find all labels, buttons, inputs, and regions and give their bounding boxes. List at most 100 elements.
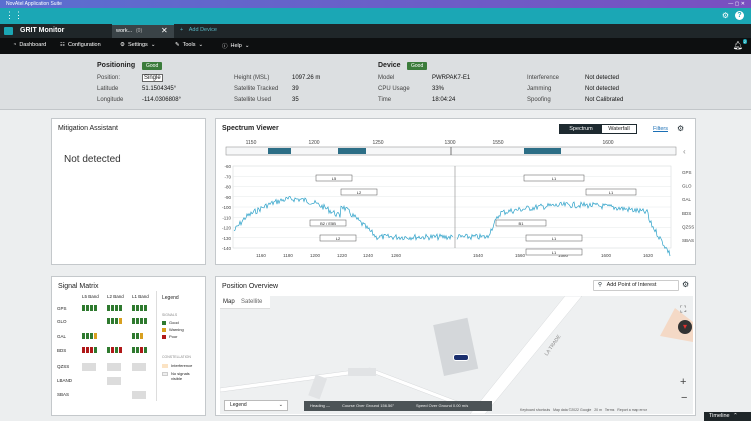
- band-header: L1 Band: [132, 294, 149, 299]
- map-building-3: [348, 368, 376, 376]
- signal-cell: [82, 347, 85, 353]
- compass-icon[interactable]: ▾: [678, 320, 692, 334]
- dashboard-icon: ◔: [13, 42, 17, 48]
- signal-cell: [115, 347, 118, 353]
- map-view[interactable]: LA TRADE Map Satellite ⛶ ▾ + − Legend ⌄ …: [220, 296, 693, 414]
- signal-cell: [90, 347, 93, 353]
- zoom-out-icon[interactable]: −: [681, 392, 688, 404]
- satellite-tab[interactable]: Satellite: [241, 299, 263, 305]
- mitigation-title: Mitigation Assistant: [58, 125, 118, 132]
- zoom-in-icon[interactable]: +: [680, 376, 687, 388]
- configuration-icon: ☷: [60, 42, 65, 48]
- signal-cell: [140, 318, 143, 324]
- signal-cell: [111, 318, 114, 324]
- signal-matrix-panel: Signal Matrix L5 Band L2 Band L1 Band GPS GL…: [51, 276, 206, 416]
- legend-select-value: Legend: [230, 402, 247, 408]
- signal-cell: [144, 347, 147, 353]
- signal-cell: [90, 305, 93, 311]
- positioning-status-badge: Good: [142, 62, 163, 70]
- terms-link[interactable]: Terms: [604, 408, 615, 412]
- device-status-badge: Good: [407, 62, 428, 70]
- map-type-tabs: Map Satellite: [220, 296, 270, 309]
- add-device-button[interactable]: + Add Device: [180, 27, 217, 33]
- signal-cell: [107, 305, 110, 311]
- signal-cell: [136, 333, 139, 339]
- time-value: 18:04:24: [432, 97, 456, 103]
- model-label: Model: [378, 75, 395, 81]
- y-tick-label: -90: [224, 195, 231, 200]
- legend-item-label: Warning: [169, 327, 184, 332]
- signal-cell: [140, 305, 143, 311]
- signal-row-label: GPS: [57, 306, 67, 311]
- menu-tools-label: Tools: [182, 42, 196, 48]
- settings-gear-icon[interactable]: ⚙: [721, 11, 729, 20]
- band-label-box: [309, 219, 347, 227]
- position-value: Single: [142, 74, 163, 82]
- overview-scroll-icon: ‹: [683, 147, 686, 156]
- spectrum-viewer-panel: Spectrum Viewer Spectrum Waterfall Filte…: [215, 118, 696, 265]
- menu-settings[interactable]: ⚙ Settings ⌄: [120, 42, 155, 48]
- x-tick-label: 1200: [310, 253, 321, 258]
- band-label-box: [525, 248, 583, 256]
- timeline-button[interactable]: Timeline ⌃: [704, 412, 751, 421]
- menu-tools[interactable]: ✎ Tools ⌄: [175, 42, 203, 48]
- band-label-box: [585, 188, 637, 196]
- tab-spectrum[interactable]: Spectrum: [560, 125, 602, 133]
- menu-dashboard-label: Dashboard: [19, 42, 47, 48]
- help-icon[interactable]: ?: [735, 11, 744, 20]
- signal-cell: [132, 305, 135, 311]
- chevron-down-icon: ⌄: [198, 42, 204, 48]
- tab-waterfall[interactable]: Waterfall: [608, 126, 630, 132]
- signal-cell: [136, 318, 139, 324]
- signal-cell: [115, 305, 118, 311]
- map-canvas: LA TRADE: [220, 296, 693, 414]
- constellation-row-label: GAL: [682, 197, 692, 202]
- overview-tick-label: 1200: [308, 140, 319, 146]
- os-title: NovAtel Application Suite: [6, 1, 62, 7]
- map-tab[interactable]: Map: [223, 299, 235, 305]
- signal-cell: [94, 333, 97, 339]
- signal-cell: [90, 333, 93, 339]
- constellation-row-label: GPS: [682, 170, 692, 175]
- spectrum-settings-gear-icon[interactable]: ⚙: [677, 124, 685, 133]
- scale-text: 20 m: [594, 408, 602, 412]
- position-settings-gear-icon[interactable]: ⚙: [682, 280, 690, 289]
- legend-item-label: Poor: [169, 334, 178, 339]
- menu-configuration[interactable]: ☷ Configuration: [60, 42, 101, 48]
- signal-cell: [111, 347, 114, 353]
- fullscreen-icon[interactable]: ⛶: [680, 304, 687, 314]
- y-tick-label: -110: [222, 215, 231, 220]
- latitude-label: Latitude: [97, 86, 119, 92]
- add-poi-label: Add Point of Interest: [606, 282, 657, 288]
- tab-workspace[interactable]: work... (0): [112, 24, 174, 38]
- signal-row-label: QZSS: [57, 364, 70, 369]
- mitigation-status: Not detected: [64, 154, 121, 165]
- no-signal-swatch: [162, 372, 168, 376]
- menu-dashboard[interactable]: ◔ Dashboard: [13, 42, 46, 48]
- report-error-link[interactable]: Report a map error: [617, 408, 647, 412]
- longitude-value: -114.0306808°: [142, 97, 181, 103]
- keyboard-shortcuts-link[interactable]: Keyboard shortcuts: [520, 408, 551, 412]
- signal-cell: [82, 363, 96, 371]
- x-tick-label: 1620: [643, 253, 654, 258]
- window-controls[interactable]: — ▢ ✕: [728, 1, 745, 7]
- cog-text: Course Over Ground 156.56°: [342, 403, 395, 408]
- x-tick-label: 1560: [515, 253, 526, 258]
- grid-menu-icon[interactable]: ⋮⋮: [5, 10, 23, 20]
- height-label: Height (MSL): [234, 75, 270, 81]
- menu-help[interactable]: ⓘ Help ⌄: [222, 42, 249, 50]
- band-label-text: L5: [332, 176, 337, 181]
- legend-select[interactable]: Legend ⌄: [224, 400, 288, 411]
- filters-link[interactable]: Filters: [653, 126, 668, 132]
- sog-text: Speed Over Ground 0.00 m/s: [416, 403, 469, 408]
- x-tick-label: 1240: [363, 253, 374, 258]
- add-poi-button[interactable]: ⚲ Add Point of Interest: [593, 280, 679, 291]
- signal-cell: [136, 305, 139, 311]
- tab-workspace-label: work...: [116, 28, 133, 34]
- vehicle-position-icon[interactable]: [453, 354, 469, 361]
- notification-bell-icon[interactable]: 🔔︎: [732, 41, 743, 50]
- os-title-bar: NovAtel Application Suite — ▢ ✕: [0, 0, 751, 8]
- plus-icon: +: [180, 27, 184, 33]
- close-tab-icon[interactable]: ✕: [161, 26, 168, 35]
- band-label-text: L1: [552, 236, 557, 241]
